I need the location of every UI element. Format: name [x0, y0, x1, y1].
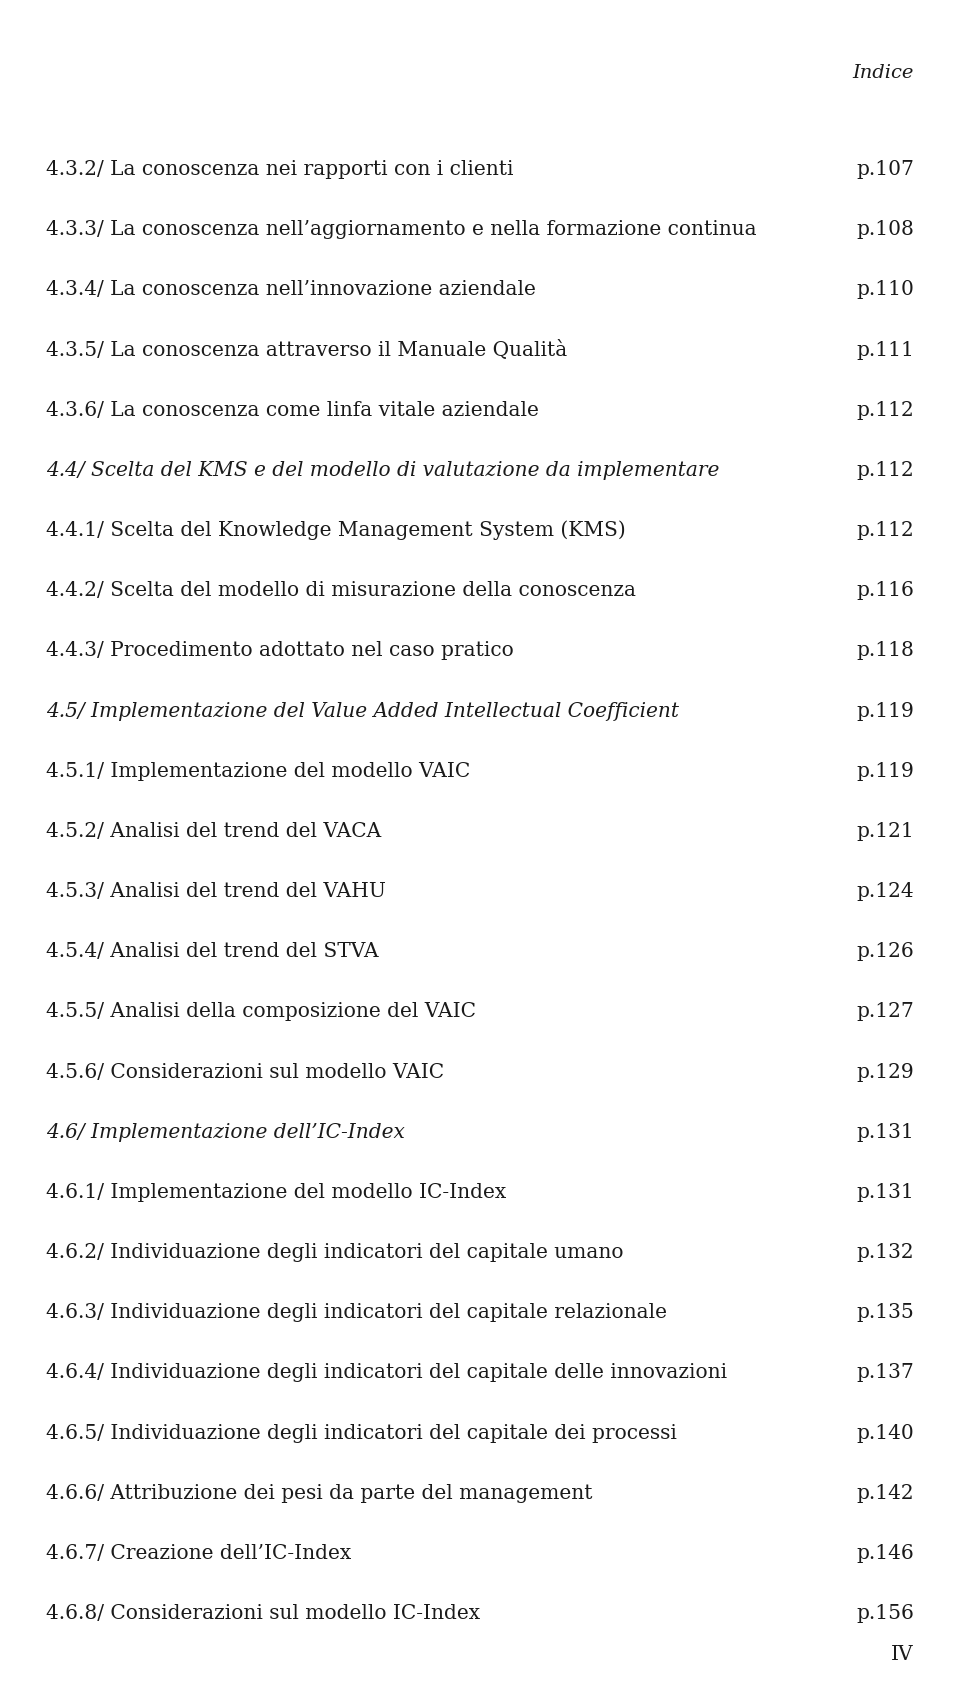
Text: 4.4.3/ Procedimento adottato nel caso pratico: 4.4.3/ Procedimento adottato nel caso pr… — [46, 641, 514, 661]
Text: 4.4.1/ Scelta del Knowledge Management System (KMS): 4.4.1/ Scelta del Knowledge Management S… — [46, 520, 626, 541]
Text: 4.5.6/ Considerazioni sul modello VAIC: 4.5.6/ Considerazioni sul modello VAIC — [46, 1063, 444, 1081]
Text: p.119: p.119 — [856, 702, 914, 720]
Text: p.112: p.112 — [856, 461, 914, 480]
Text: 4.3.5/ La conoscenza attraverso il Manuale Qualità: 4.3.5/ La conoscenza attraverso il Manua… — [46, 341, 567, 359]
Text: p.131: p.131 — [856, 1183, 914, 1202]
Text: 4.3.3/ La conoscenza nell’aggiornamento e nella formazione continua: 4.3.3/ La conoscenza nell’aggiornamento … — [46, 220, 756, 239]
Text: 4.6.2/ Individuazione degli indicatori del capitale umano: 4.6.2/ Individuazione degli indicatori d… — [46, 1242, 624, 1263]
Text: 4.4.2/ Scelta del modello di misurazione della conoscenza: 4.4.2/ Scelta del modello di misurazione… — [46, 581, 636, 600]
Text: 4.6.6/ Attribuzione dei pesi da parte del management: 4.6.6/ Attribuzione dei pesi da parte de… — [46, 1483, 592, 1503]
Text: IV: IV — [891, 1646, 914, 1664]
Text: p.119: p.119 — [856, 761, 914, 781]
Text: p.124: p.124 — [856, 881, 914, 902]
Text: p.135: p.135 — [856, 1303, 914, 1322]
Text: Indice: Indice — [852, 64, 914, 83]
Text: 4.5.4/ Analisi del trend del STVA: 4.5.4/ Analisi del trend del STVA — [46, 942, 378, 961]
Text: p.116: p.116 — [856, 581, 914, 600]
Text: p.137: p.137 — [856, 1363, 914, 1383]
Text: 4.6.5/ Individuazione degli indicatori del capitale dei processi: 4.6.5/ Individuazione degli indicatori d… — [46, 1424, 677, 1442]
Text: p.140: p.140 — [856, 1424, 914, 1442]
Text: p.132: p.132 — [856, 1242, 914, 1263]
Text: p.129: p.129 — [856, 1063, 914, 1081]
Text: 4.3.2/ La conoscenza nei rapporti con i clienti: 4.3.2/ La conoscenza nei rapporti con i … — [46, 159, 514, 180]
Text: p.118: p.118 — [856, 641, 914, 661]
Text: p.156: p.156 — [856, 1603, 914, 1624]
Text: p.121: p.121 — [856, 822, 914, 841]
Text: p.107: p.107 — [856, 159, 914, 180]
Text: p.110: p.110 — [856, 280, 914, 300]
Text: 4.4/ Scelta del KMS e del modello di valutazione da implementare: 4.4/ Scelta del KMS e del modello di val… — [46, 461, 719, 480]
Text: p.127: p.127 — [856, 1002, 914, 1022]
Text: p.112: p.112 — [856, 400, 914, 420]
Text: 4.5.1/ Implementazione del modello VAIC: 4.5.1/ Implementazione del modello VAIC — [46, 761, 470, 781]
Text: 4.3.6/ La conoscenza come linfa vitale aziendale: 4.3.6/ La conoscenza come linfa vitale a… — [46, 400, 539, 420]
Text: p.111: p.111 — [856, 341, 914, 359]
Text: 4.3.4/ La conoscenza nell’innovazione aziendale: 4.3.4/ La conoscenza nell’innovazione az… — [46, 280, 536, 300]
Text: p.131: p.131 — [856, 1122, 914, 1142]
Text: 4.6.3/ Individuazione degli indicatori del capitale relazionale: 4.6.3/ Individuazione degli indicatori d… — [46, 1303, 667, 1322]
Text: p.126: p.126 — [856, 942, 914, 961]
Text: 4.5.2/ Analisi del trend del VACA: 4.5.2/ Analisi del trend del VACA — [46, 822, 381, 841]
Text: 4.5.5/ Analisi della composizione del VAIC: 4.5.5/ Analisi della composizione del VA… — [46, 1002, 476, 1022]
Text: 4.5/ Implementazione del Value Added Intellectual Coefficient: 4.5/ Implementazione del Value Added Int… — [46, 702, 679, 720]
Text: 4.6.7/ Creazione dell’IC-Index: 4.6.7/ Creazione dell’IC-Index — [46, 1544, 351, 1563]
Text: p.146: p.146 — [856, 1544, 914, 1563]
Text: 4.6.8/ Considerazioni sul modello IC-Index: 4.6.8/ Considerazioni sul modello IC-Ind… — [46, 1603, 480, 1624]
Text: 4.6/ Implementazione dell’IC-Index: 4.6/ Implementazione dell’IC-Index — [46, 1122, 405, 1142]
Text: p.142: p.142 — [856, 1483, 914, 1503]
Text: 4.6.1/ Implementazione del modello IC-Index: 4.6.1/ Implementazione del modello IC-In… — [46, 1183, 506, 1202]
Text: 4.6.4/ Individuazione degli indicatori del capitale delle innovazioni: 4.6.4/ Individuazione degli indicatori d… — [46, 1363, 728, 1383]
Text: p.108: p.108 — [856, 220, 914, 239]
Text: p.112: p.112 — [856, 520, 914, 541]
Text: 4.5.3/ Analisi del trend del VAHU: 4.5.3/ Analisi del trend del VAHU — [46, 881, 386, 902]
